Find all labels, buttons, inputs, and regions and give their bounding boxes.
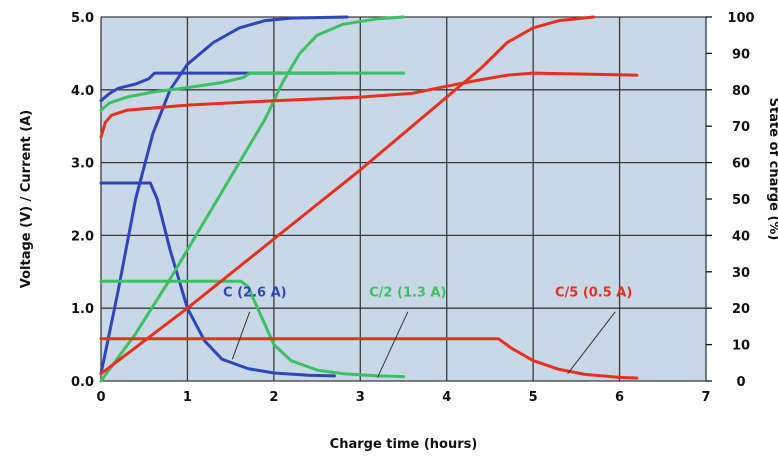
x-axis-title: Charge time (hours) bbox=[330, 437, 478, 452]
series-line-soc bbox=[99, 15, 349, 376]
series-line-voltage bbox=[99, 71, 336, 103]
series-line-soc bbox=[99, 15, 596, 376]
x-tick-label: 6 bbox=[615, 390, 624, 405]
y-tick-label: 1.0 bbox=[71, 302, 94, 317]
y2-axis-title: State of charge (%) bbox=[766, 98, 778, 241]
series-label: C (2.6 A) bbox=[223, 286, 287, 301]
y-tick-label: 2.0 bbox=[71, 229, 94, 244]
series-line-current bbox=[99, 181, 336, 378]
x-tick-label: 0 bbox=[96, 390, 105, 405]
series-leader-line bbox=[567, 311, 616, 375]
y2-tick-label: 10 bbox=[732, 339, 750, 354]
series-line-current bbox=[99, 279, 405, 379]
y2-tick-label: 100 bbox=[727, 11, 754, 26]
x-tick-label: 3 bbox=[356, 390, 365, 405]
y2-tick-label: 30 bbox=[732, 266, 750, 281]
y2-tick-label: 50 bbox=[732, 193, 750, 208]
y-axis-ticks: 0.0 1.0 2.0 3.0 4.0 5.0 bbox=[71, 11, 94, 390]
series-line-voltage bbox=[99, 71, 639, 139]
y-axis-title: Voltage (V) / Current (A) bbox=[19, 110, 34, 289]
series-labels: C (2.6 A) C/2 (1.3 A) C/5 (0.5 A) bbox=[223, 286, 632, 301]
x-axis-ticks: 0 1 2 3 4 5 6 7 bbox=[96, 390, 710, 405]
y-tick-label: 4.0 bbox=[71, 84, 94, 99]
y-tick-label: 0.0 bbox=[71, 375, 94, 390]
y2-tick-label: 20 bbox=[732, 302, 750, 317]
series-line-voltage bbox=[99, 71, 405, 112]
series-lines bbox=[99, 15, 639, 383]
x-tick-label: 7 bbox=[701, 390, 710, 405]
x-tick-label: 5 bbox=[529, 390, 538, 405]
x-tick-label: 2 bbox=[269, 390, 278, 405]
leader-lines bbox=[231, 311, 616, 378]
y2-tick-label: 70 bbox=[732, 120, 750, 135]
y-tick-label: 5.0 bbox=[71, 11, 94, 26]
y-tick-label: 3.0 bbox=[71, 157, 94, 172]
x-tick-label: 1 bbox=[183, 390, 192, 405]
y2-axis-ticks: 0 10 20 30 40 50 60 70 80 90 100 bbox=[727, 11, 754, 390]
series-label: C/2 (1.3 A) bbox=[369, 286, 446, 301]
series-label: C/5 (0.5 A) bbox=[555, 286, 632, 301]
y2-tick-label: 90 bbox=[732, 47, 750, 62]
x-tick-label: 4 bbox=[442, 390, 451, 405]
y2-tick-label: 80 bbox=[732, 84, 750, 99]
y2-tick-label: 60 bbox=[732, 157, 750, 172]
y2-tick-label: 0 bbox=[736, 375, 745, 390]
series-leader-line bbox=[231, 311, 251, 360]
y2-tick-label: 40 bbox=[732, 229, 750, 244]
series-line-current bbox=[99, 337, 639, 380]
series-leader-line bbox=[377, 311, 409, 378]
